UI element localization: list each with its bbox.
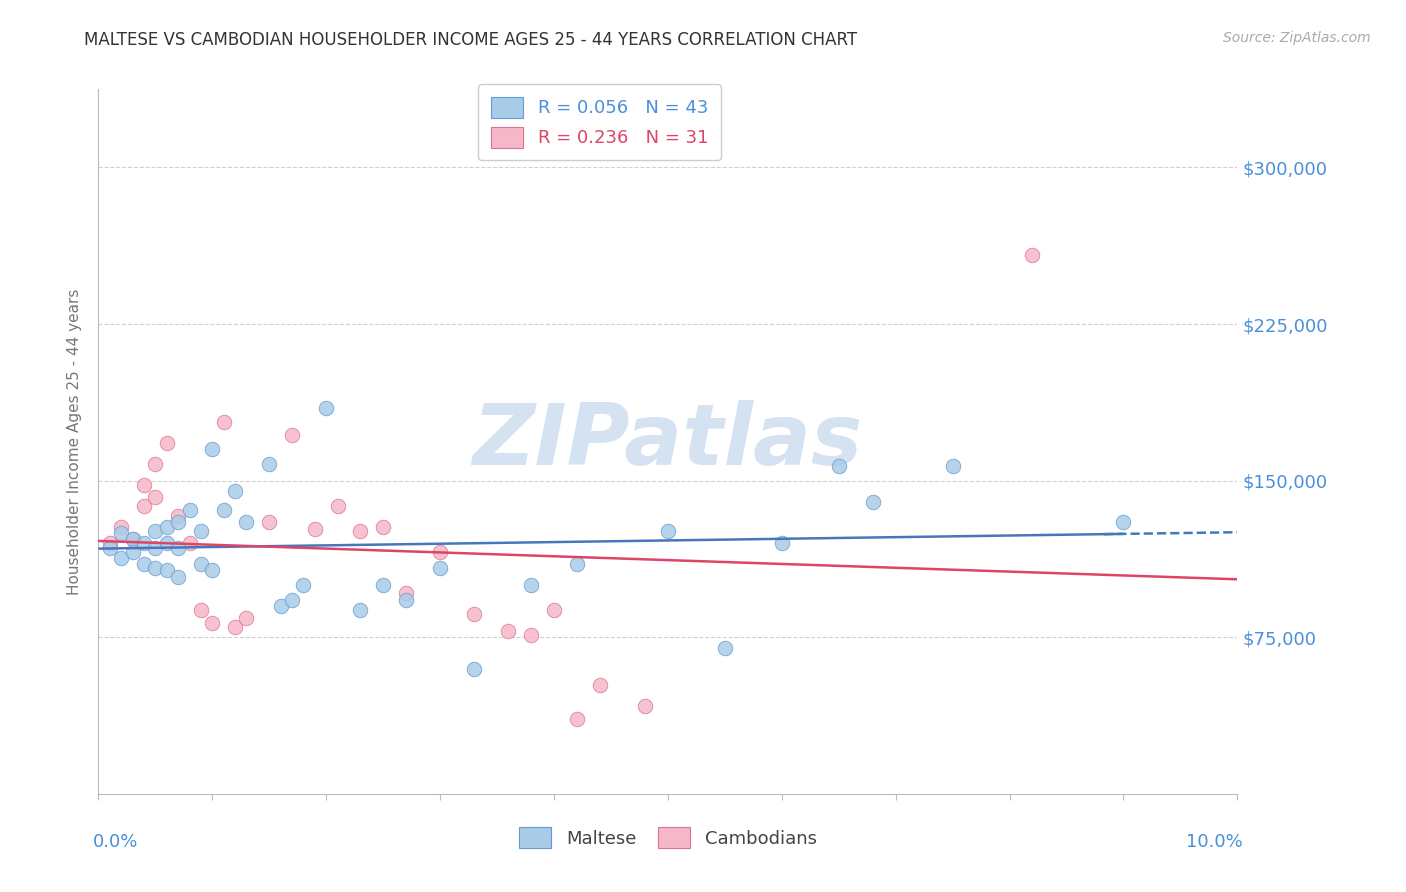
Point xyxy=(121,544,143,558)
Point xyxy=(259,516,281,530)
Point xyxy=(212,503,235,517)
Point xyxy=(395,592,418,607)
Point xyxy=(270,599,292,613)
Point xyxy=(281,427,304,442)
Point xyxy=(373,578,395,592)
Point xyxy=(429,544,451,558)
Point xyxy=(132,478,155,492)
Point xyxy=(156,436,179,450)
Point xyxy=(145,541,167,555)
Point xyxy=(110,525,132,540)
Point xyxy=(179,503,201,517)
Y-axis label: Householder Income Ages 25 - 44 years: Householder Income Ages 25 - 44 years xyxy=(67,288,83,595)
Point xyxy=(201,564,224,578)
Point xyxy=(565,558,588,572)
Point xyxy=(201,615,224,630)
Point xyxy=(326,499,349,513)
Point xyxy=(132,536,155,550)
Point xyxy=(156,564,179,578)
Point xyxy=(315,401,337,415)
Point xyxy=(498,624,520,638)
Point xyxy=(167,516,190,530)
Point xyxy=(862,494,884,508)
Point xyxy=(110,519,132,533)
Point xyxy=(201,442,224,457)
Point xyxy=(190,524,212,538)
Point xyxy=(770,536,793,550)
Point xyxy=(543,603,565,617)
Text: Source: ZipAtlas.com: Source: ZipAtlas.com xyxy=(1223,31,1371,45)
Legend: Maltese, Cambodians: Maltese, Cambodians xyxy=(512,820,824,855)
Point xyxy=(167,570,190,584)
Point xyxy=(224,484,246,499)
Text: MALTESE VS CAMBODIAN HOUSEHOLDER INCOME AGES 25 - 44 YEARS CORRELATION CHART: MALTESE VS CAMBODIAN HOUSEHOLDER INCOME … xyxy=(84,31,858,49)
Point xyxy=(373,519,395,533)
Point xyxy=(634,699,657,714)
Point xyxy=(1112,516,1135,530)
Point xyxy=(145,491,167,505)
Point xyxy=(98,541,121,555)
Point xyxy=(156,536,179,550)
Point xyxy=(145,524,167,538)
Point xyxy=(179,536,201,550)
Point xyxy=(588,678,610,692)
Point xyxy=(167,541,190,555)
Point xyxy=(281,592,304,607)
Point xyxy=(349,524,371,538)
Point xyxy=(224,620,246,634)
Point xyxy=(304,522,326,536)
Point xyxy=(145,561,167,575)
Point xyxy=(429,561,451,575)
Point xyxy=(121,532,143,546)
Point xyxy=(942,459,965,474)
Point xyxy=(190,603,212,617)
Point xyxy=(110,550,132,565)
Point xyxy=(235,611,257,625)
Point xyxy=(463,607,485,622)
Text: 0.0%: 0.0% xyxy=(93,832,138,851)
Point xyxy=(565,712,588,726)
Point xyxy=(520,628,543,642)
Point xyxy=(714,640,737,655)
Point xyxy=(395,586,418,600)
Point xyxy=(167,509,190,524)
Point xyxy=(121,532,143,546)
Point xyxy=(235,516,257,530)
Point xyxy=(190,558,212,572)
Point xyxy=(463,662,485,676)
Point xyxy=(657,524,679,538)
Point xyxy=(349,603,371,617)
Point xyxy=(145,457,167,471)
Point xyxy=(132,558,155,572)
Point xyxy=(156,519,179,533)
Text: 10.0%: 10.0% xyxy=(1187,832,1243,851)
Point xyxy=(292,578,315,592)
Point xyxy=(259,457,281,471)
Point xyxy=(98,536,121,550)
Point xyxy=(212,415,235,429)
Point xyxy=(132,499,155,513)
Text: ZIPatlas: ZIPatlas xyxy=(472,400,863,483)
Point xyxy=(520,578,543,592)
Point xyxy=(1021,248,1043,262)
Point xyxy=(828,459,851,474)
